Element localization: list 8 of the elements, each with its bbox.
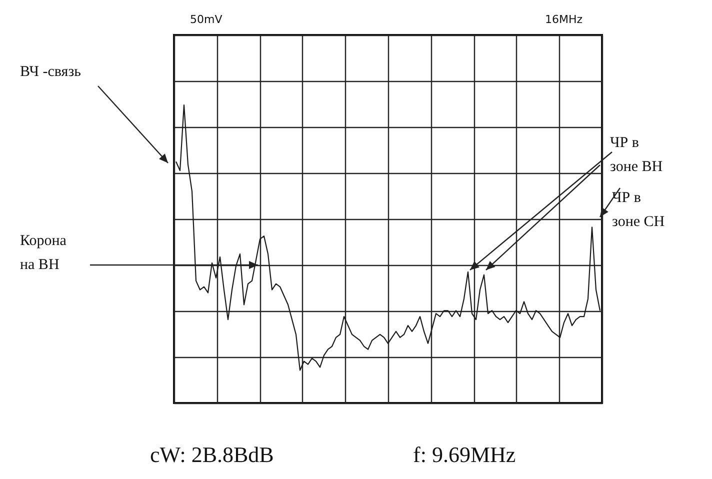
text: cW: 2B.8BdB	[150, 442, 274, 467]
text: Корона на ВН	[20, 233, 67, 273]
text: 16MHz	[545, 13, 583, 26]
text: ВЧ -связь	[20, 64, 82, 80]
text: f: 9.69MHz	[413, 442, 516, 467]
text: ЧР в зоне ВН	[610, 135, 663, 175]
text: ЧР в зоне СН	[612, 190, 665, 230]
text: 50mV	[190, 13, 223, 26]
